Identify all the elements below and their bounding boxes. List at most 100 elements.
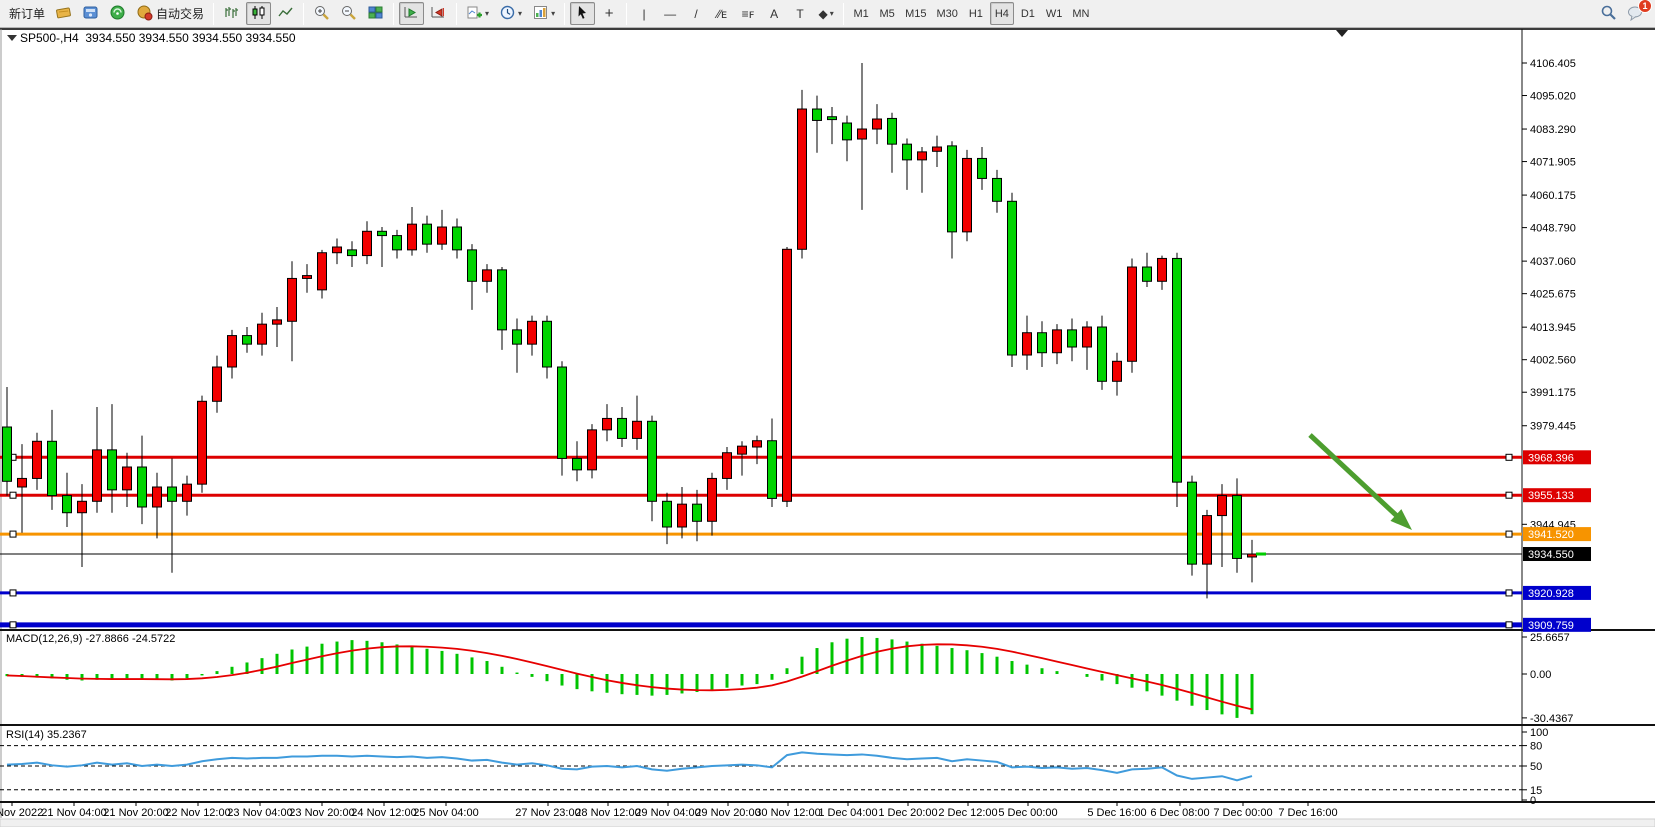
timeframe-mn-button[interactable]: MN <box>1072 7 1090 20</box>
time-tick-label: 1 Dec 20:00 <box>878 807 937 819</box>
candlestick-button[interactable] <box>246 2 272 25</box>
time-tick-label: 7 Dec 16:00 <box>1278 807 1337 819</box>
candle-body <box>287 277 297 322</box>
timeframe-w1-button[interactable]: W1 <box>1045 7 1063 20</box>
line-handle[interactable] <box>1505 491 1513 499</box>
fibonacci-icon: ≡ꜰ <box>741 6 755 21</box>
timeframe-m5-button[interactable]: M5 <box>879 7 895 20</box>
line-chart-button[interactable] <box>273 2 298 25</box>
candle-body <box>752 440 762 448</box>
timeframe-m1-button[interactable]: M1 <box>853 7 869 20</box>
indicators-button[interactable]: ▾ <box>462 2 493 25</box>
candle-body <box>17 477 27 488</box>
candle-body <box>1157 257 1167 282</box>
time-tick-label: 1 Dec 04:00 <box>818 807 877 819</box>
timeframe-d1-button[interactable]: D1 <box>1020 7 1035 20</box>
time-tick-label: 30 Nov 12:00 <box>755 807 820 819</box>
new-order-button[interactable]: 新订单 <box>9 7 46 21</box>
candle-body <box>662 500 672 528</box>
time-tick-label: 23 Nov 20:00 <box>289 807 354 819</box>
candle-body <box>482 269 492 282</box>
arrow-annotation-head[interactable] <box>1390 509 1412 530</box>
price-axis[interactable]: 4106.405 4095.020 4083.290 4071.905 4060.175… <box>1522 58 1591 807</box>
time-tick-label: 5 Dec 16:00 <box>1087 807 1146 819</box>
autotrading-label: 自动交易 <box>156 7 205 21</box>
zoom-in-icon <box>313 4 330 24</box>
tile-windows-button[interactable] <box>363 2 388 25</box>
candle-body <box>497 269 507 331</box>
timeframe-h1-button[interactable]: H1 <box>968 7 983 20</box>
cursor-button[interactable] <box>570 2 596 25</box>
time-tick-label: 21 Nov 04:00 <box>41 807 106 819</box>
chart-collapse-icon[interactable] <box>7 35 17 41</box>
candle-body <box>1127 266 1137 362</box>
trendline-button[interactable]: / <box>684 2 708 25</box>
crosshair-button[interactable]: + <box>597 2 621 25</box>
candle-body <box>707 477 717 522</box>
candle-body <box>362 230 372 257</box>
candle-body <box>137 466 147 508</box>
market-watch-icon <box>55 4 72 24</box>
line-handle[interactable] <box>1505 453 1513 461</box>
candle-body <box>842 122 852 141</box>
chat-button[interactable]: 1 <box>1623 0 1652 25</box>
chart-shift-button[interactable] <box>426 2 451 25</box>
zoom-in-button[interactable] <box>309 2 334 25</box>
autotrading-button[interactable]: 自动交易 <box>132 2 208 25</box>
notification-badge: 1 <box>1638 0 1652 13</box>
candle-body <box>647 420 657 502</box>
price-tick-label: 3991.175 <box>1530 387 1576 399</box>
text-button[interactable]: A <box>762 2 786 25</box>
candle-body <box>212 366 222 402</box>
vertical-line-button[interactable]: | <box>632 2 656 25</box>
timeframe-h4-button[interactable]: H4 <box>989 2 1014 25</box>
candle-body <box>302 275 312 279</box>
candle-body <box>122 466 132 491</box>
fibonacci-button[interactable]: ≡ꜰ <box>736 2 760 25</box>
time-tick-label: 25 Nov 04:00 <box>413 807 478 819</box>
line-handle[interactable] <box>9 589 17 597</box>
candle-body <box>827 116 837 121</box>
horizontal-line-button[interactable]: — <box>658 2 682 25</box>
line-handle[interactable] <box>9 530 17 538</box>
candle-body <box>332 246 342 254</box>
line-handle[interactable] <box>9 621 17 629</box>
chevron-down-icon[interactable]: ▾ <box>551 9 556 18</box>
chevron-down-icon[interactable]: ▾ <box>518 9 523 18</box>
line-handle[interactable] <box>9 491 17 499</box>
candle-body <box>962 157 972 233</box>
chevron-down-icon[interactable]: ▾ <box>829 9 834 18</box>
periods-button[interactable]: ▾ <box>495 2 526 25</box>
horizontal-line-objects[interactable] <box>0 453 1522 629</box>
arrow-annotation-shaft[interactable] <box>1308 433 1407 526</box>
time-tick-label: 7 Dec 00:00 <box>1213 807 1272 819</box>
candle-body <box>227 335 237 368</box>
zoom-out-button[interactable] <box>336 2 361 25</box>
auto-scroll-icon <box>403 4 420 24</box>
candle-body <box>887 117 897 145</box>
terminal-button[interactable] <box>78 2 103 25</box>
timeframe-m15-button[interactable]: M15 <box>905 7 927 20</box>
text-label-icon: T <box>796 6 804 21</box>
equidistant-channel-button[interactable]: ∕∕ᴇ <box>710 2 734 25</box>
price-tick-label: 4025.675 <box>1530 289 1576 301</box>
auto-scroll-button[interactable] <box>399 2 425 25</box>
time-tick-label: 6 Dec 08:00 <box>1150 807 1209 819</box>
bar-chart-button[interactable] <box>219 2 244 25</box>
text-label-button[interactable]: T <box>788 2 812 25</box>
price-tick-label: 4106.405 <box>1530 58 1576 70</box>
line-handle[interactable] <box>1505 530 1513 538</box>
templates-button[interactable]: ▾ <box>528 2 559 25</box>
market-watch-button[interactable] <box>51 2 76 25</box>
candle-body <box>527 320 537 345</box>
chevron-down-icon[interactable]: ▾ <box>485 9 490 18</box>
line-handle[interactable] <box>1505 621 1513 629</box>
search-button[interactable] <box>1596 2 1621 25</box>
timeframe-m30-button[interactable]: M30 <box>936 7 958 20</box>
line-handle[interactable] <box>1505 589 1513 597</box>
macd-series <box>5 636 1254 718</box>
navigator-button[interactable] <box>105 2 130 25</box>
arrows-button[interactable]: ◆ ▾ <box>814 2 838 25</box>
